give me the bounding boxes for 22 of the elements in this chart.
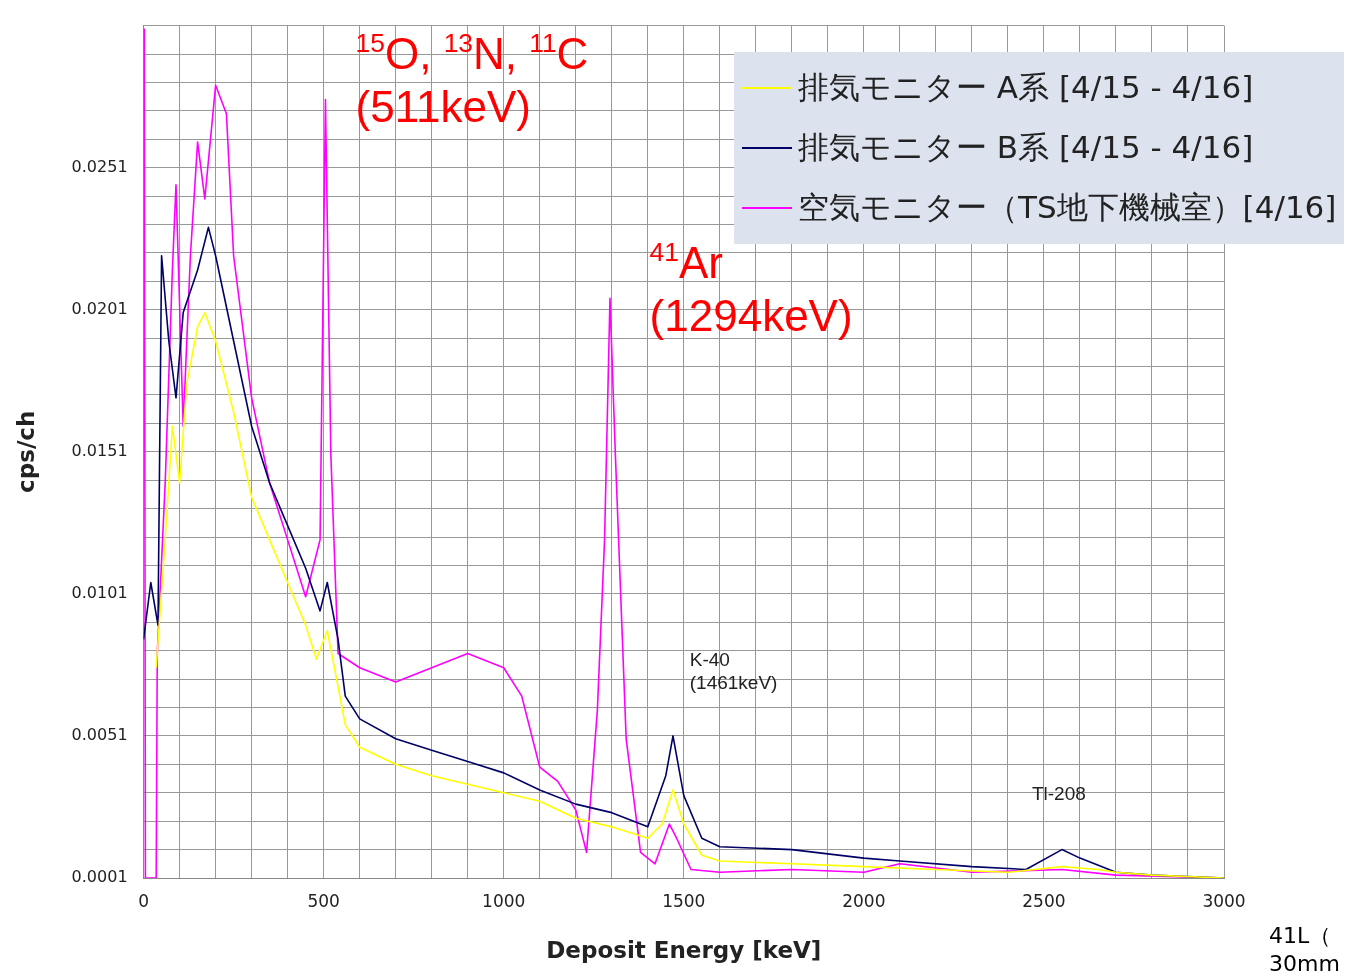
x-tick-label: 2000	[842, 890, 886, 911]
y-axis-title: cps/ch	[12, 410, 39, 493]
x-tick-label: 3000	[1202, 890, 1246, 911]
annotation: Tl-208	[1031, 782, 1086, 804]
text: 30mm	[1269, 951, 1340, 977]
x-tick-label: 500	[307, 890, 340, 911]
annotation: K-40 (1461keV)	[689, 648, 778, 693]
x-tick-label: 1500	[662, 890, 706, 911]
y-tick-label: 0.0201	[71, 298, 128, 318]
y-tick-label: 0.0151	[71, 440, 128, 460]
legend-label: 排気モニター B系 [4/15 - 4/16]	[798, 127, 1254, 167]
x-tick-label: 1000	[482, 890, 526, 911]
text: 41L（	[1269, 923, 1332, 949]
x-tick-label: 0	[138, 890, 149, 911]
legend-label: 排気モニター A系 [4/15 - 4/16]	[798, 67, 1254, 107]
legend-label: 空気モニター（TS地下機械室）[4/16]	[798, 187, 1337, 227]
x-axis-title: Deposit Energy [keV]	[546, 937, 822, 964]
y-tick-label: 0.0001	[71, 867, 128, 887]
y-tick-label: 0.0051	[71, 725, 128, 745]
x-tick-label: 2500	[1022, 890, 1066, 911]
y-tick-label: 0.0251	[71, 156, 128, 176]
y-tick-label: 0.0101	[71, 583, 128, 603]
